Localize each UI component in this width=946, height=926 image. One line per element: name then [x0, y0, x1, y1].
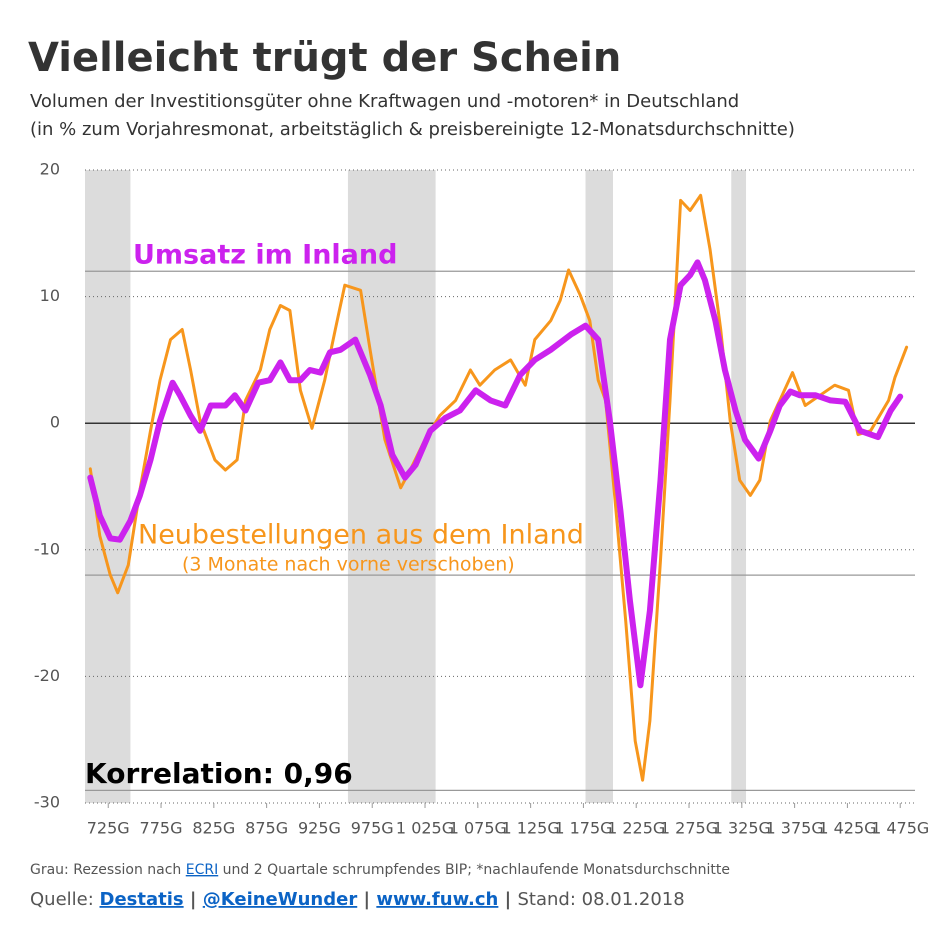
x-tick-label: 1 425G	[818, 819, 876, 838]
link[interactable]: ECRI	[186, 862, 218, 878]
legend-label: Neubestellungen aus dem Inland	[138, 520, 584, 551]
x-tick-label: 1 075G	[449, 819, 507, 838]
x-tick-label: 1 325G	[713, 819, 771, 838]
separator: |	[357, 889, 376, 910]
subtitle: Volumen der Investitionsgüter ohne Kraft…	[30, 91, 739, 112]
annotation: (3 Monate nach vorne verschoben)	[182, 554, 515, 576]
x-tick-label: 1 375G	[766, 819, 824, 838]
x-tick-label: 1 225G	[607, 819, 665, 838]
x-tick-label: 1 175G	[554, 819, 612, 838]
recession-band	[585, 170, 613, 803]
x-tick-label: 1 025G	[396, 819, 454, 838]
x-tick-label: 775G	[140, 819, 183, 838]
x-tick-label: 825G	[192, 819, 235, 838]
link[interactable]: www.fuw.ch	[376, 889, 498, 910]
source-text: Quelle:	[30, 889, 100, 910]
subtitle: (in % zum Vorjahresmonat, arbeitstäglich…	[30, 119, 795, 140]
note-text: Grau: Rezession nach	[30, 862, 186, 878]
footer-source: Quelle: Destatis | @KeineWunder | www.fu…	[30, 889, 685, 910]
x-tick-label: 875G	[245, 819, 288, 838]
x-tick-label: 975G	[351, 819, 394, 838]
note-text: und 2 Quartale schrumpfendes BIP; *nachl…	[218, 862, 730, 878]
y-tick-label: 10	[40, 286, 60, 305]
x-tick-label: 1 275G	[660, 819, 718, 838]
separator: |	[498, 889, 517, 910]
recession-band	[731, 170, 747, 803]
source-text: Stand: 08.01.2018	[517, 889, 684, 910]
y-tick-label: 20	[40, 160, 60, 179]
x-tick-label: 725G	[87, 819, 130, 838]
y-tick-label: 0	[50, 413, 60, 432]
y-tick-label: -20	[34, 666, 60, 685]
link[interactable]: @KeineWunder	[203, 889, 358, 910]
footer-note: Grau: Rezession nach ECRI und 2 Quartale…	[30, 862, 730, 878]
link[interactable]: Destatis	[100, 889, 184, 910]
series-line	[88, 193, 909, 782]
separator: |	[184, 889, 203, 910]
recession-band	[347, 170, 436, 803]
series-line	[87, 259, 904, 689]
annotation: Korrelation: 0,96	[85, 757, 353, 790]
x-tick-label: 1 475G	[871, 819, 929, 838]
chart-title: Vielleicht trügt der Schein	[28, 35, 621, 81]
y-tick-label: -30	[34, 793, 60, 812]
x-tick-label: 1 125G	[502, 819, 560, 838]
x-tick-label: 925G	[298, 819, 341, 838]
y-tick-label: -10	[34, 539, 60, 558]
legend-label: Umsatz im Inland	[133, 240, 397, 271]
